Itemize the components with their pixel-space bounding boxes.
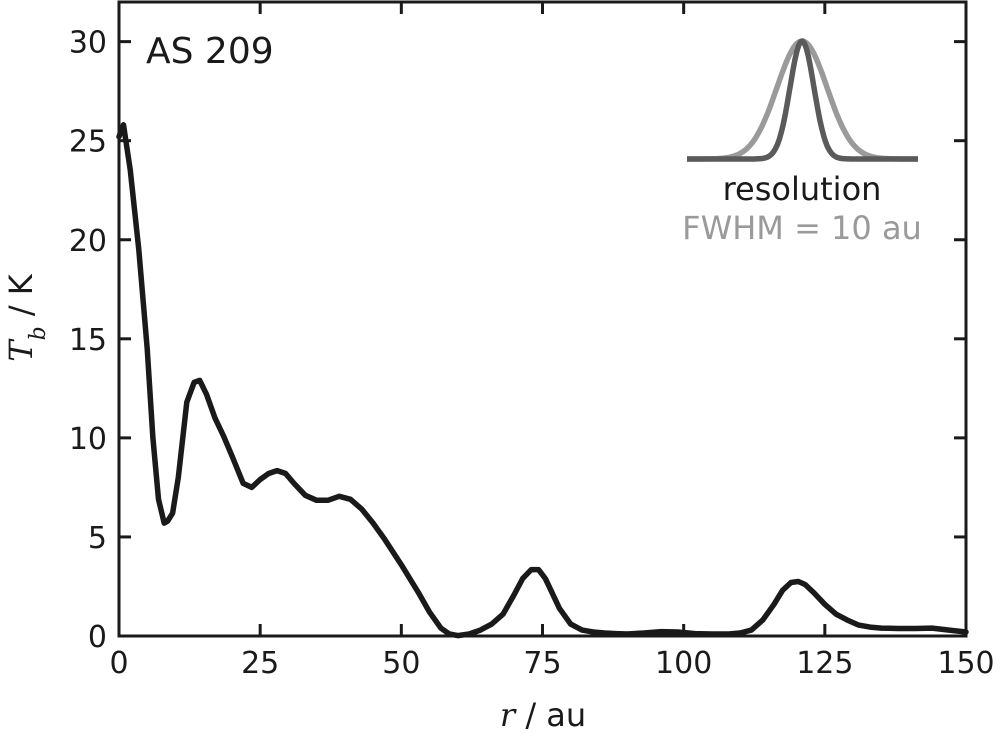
y-axis-subscript: b bbox=[26, 326, 51, 340]
plot-frame bbox=[117, 0, 968, 638]
y-tick-label: 0 bbox=[88, 620, 107, 655]
series-line bbox=[116, 122, 969, 639]
x-tick-label: 75 bbox=[523, 646, 561, 681]
x-tick-label: 100 bbox=[655, 646, 712, 681]
x-tick-label: 150 bbox=[937, 646, 994, 681]
y-tick-label: 25 bbox=[69, 125, 107, 160]
y-tick-label: 10 bbox=[69, 422, 107, 457]
y-tick-label: 15 bbox=[69, 323, 107, 358]
y-tick-label: 30 bbox=[69, 26, 107, 61]
fwhm-label: FWHM = 10 au bbox=[682, 209, 922, 247]
y-tick-label: 20 bbox=[69, 224, 107, 259]
tick-labels: 0 25 50 75 100 125 150 0 5 10 15 20 25 30 bbox=[69, 26, 995, 681]
ticks-layer bbox=[117, 2, 968, 638]
resolution-inset: resolution FWHM = 10 au bbox=[682, 38, 922, 247]
beam-profile-wide bbox=[686, 38, 919, 162]
resolution-label: resolution bbox=[723, 170, 882, 208]
y-axis-label: Tb / K bbox=[2, 273, 51, 362]
y-tick-label: 5 bbox=[88, 521, 107, 556]
x-tick-label: 125 bbox=[796, 646, 853, 681]
x-axis-variable: r bbox=[500, 696, 517, 732]
chart-title: AS 209 bbox=[146, 31, 274, 72]
x-tick-label: 0 bbox=[109, 646, 128, 681]
beam-profile-narrow bbox=[686, 38, 919, 162]
x-axis-unit: / au bbox=[515, 696, 586, 732]
x-tick-label: 50 bbox=[382, 646, 420, 681]
x-tick-label: 25 bbox=[241, 646, 279, 681]
x-axis-label: r / au bbox=[500, 696, 586, 732]
y-axis-unit: / K bbox=[2, 273, 40, 326]
y-axis-variable: T bbox=[2, 338, 40, 362]
